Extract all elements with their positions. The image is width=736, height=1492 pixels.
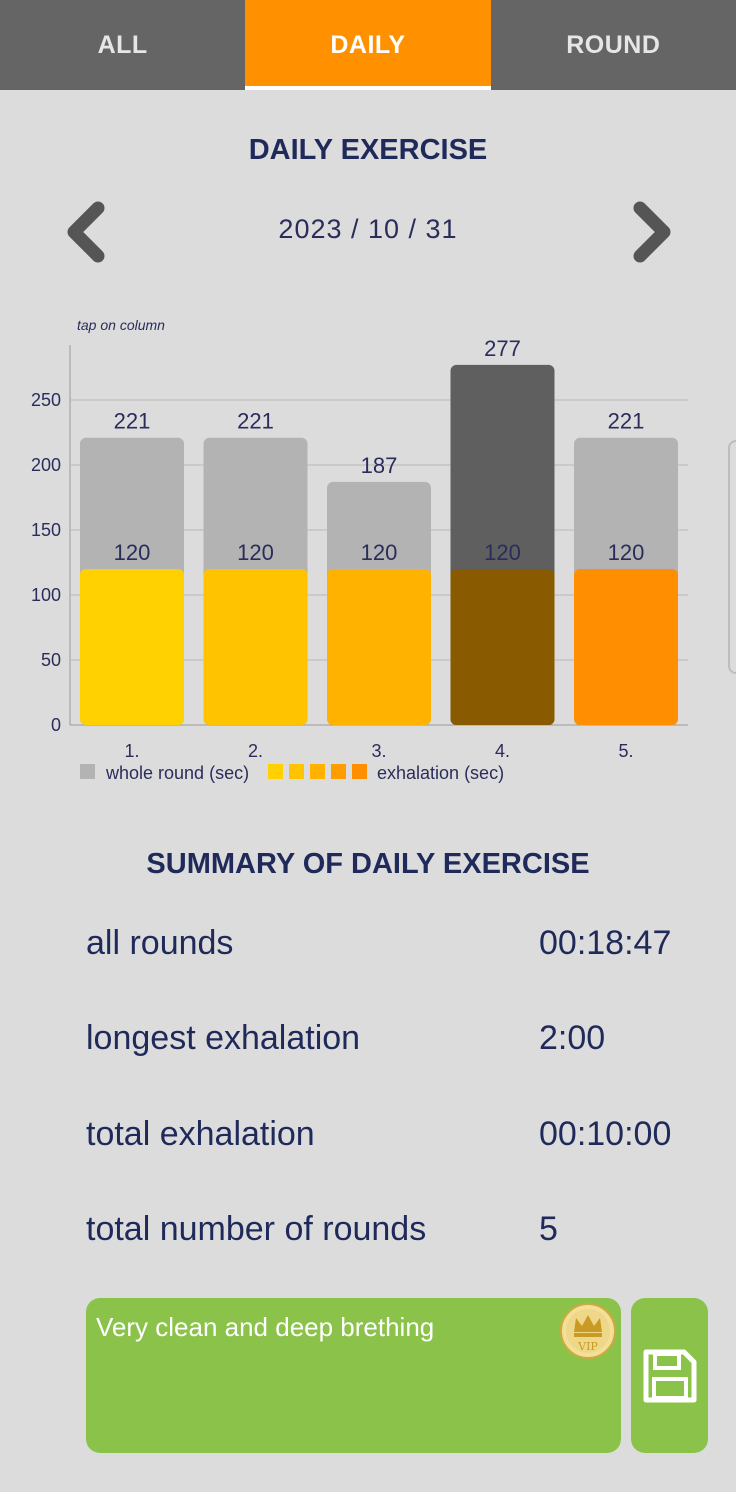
summary-value: 00:18:47 bbox=[539, 924, 672, 962]
chevron-left-icon[interactable] bbox=[62, 200, 110, 264]
data-label: 221 bbox=[608, 409, 645, 434]
page-title: DAILY EXERCISE bbox=[248, 134, 488, 166]
summary-label: total exhalation bbox=[86, 1115, 315, 1153]
date-label: 2023 / 10 / 31 bbox=[278, 214, 458, 244]
bar-exhalation[interactable] bbox=[80, 569, 184, 725]
x-tick-label: 1. bbox=[124, 741, 139, 761]
x-tick-label: 5. bbox=[618, 741, 633, 761]
tab-round[interactable]: ROUND bbox=[566, 30, 661, 59]
note-text: Very clean and deep brething bbox=[96, 1312, 435, 1342]
summary-row: all rounds 00:18:47 bbox=[86, 924, 706, 984]
y-tick-label: 50 bbox=[41, 650, 61, 670]
legend-label: whole round (sec) bbox=[105, 763, 249, 783]
y-tick-label: 200 bbox=[31, 455, 61, 475]
y-tick-label: 150 bbox=[31, 520, 61, 540]
data-label: 221 bbox=[114, 409, 151, 434]
data-label: 120 bbox=[237, 540, 274, 565]
vip-crown-icon[interactable]: VIP bbox=[559, 1302, 617, 1360]
data-label: 187 bbox=[361, 453, 398, 478]
legend-swatch-exhalation bbox=[352, 764, 367, 779]
side-drawer-handle[interactable] bbox=[728, 440, 736, 674]
save-button[interactable] bbox=[631, 1298, 708, 1453]
summary-value: 5 bbox=[539, 1210, 558, 1248]
bar-exhalation[interactable] bbox=[574, 569, 678, 725]
y-tick-label: 100 bbox=[31, 585, 61, 605]
legend-swatch-exhalation bbox=[268, 764, 283, 779]
data-label: 120 bbox=[114, 540, 151, 565]
legend-swatch-exhalation bbox=[331, 764, 346, 779]
x-tick-label: 3. bbox=[371, 741, 386, 761]
data-label: 221 bbox=[237, 409, 274, 434]
chart-hint: tap on column bbox=[77, 317, 165, 333]
summary-row: total exhalation 00:10:00 bbox=[86, 1115, 706, 1175]
tab-all[interactable]: ALL bbox=[97, 30, 148, 59]
summary-title: SUMMARY OF DAILY EXERCISE bbox=[146, 848, 590, 880]
summary-label: longest exhalation bbox=[86, 1019, 361, 1057]
legend-swatch-exhalation bbox=[289, 764, 304, 779]
save-icon bbox=[643, 1349, 697, 1403]
summary-row: total number of rounds 5 bbox=[86, 1210, 706, 1270]
daily-bar-chart: tap on column 0 50 100 150 200 250 221 120 1. 221 1… bbox=[31, 317, 688, 783]
summary-value: 2:00 bbox=[539, 1019, 606, 1057]
chevron-right-icon[interactable] bbox=[628, 200, 676, 264]
data-label: 277 bbox=[484, 336, 521, 361]
summary-label: total number of rounds bbox=[86, 1210, 427, 1248]
tab-bar: ALL DAILY ROUND bbox=[0, 0, 736, 90]
y-tick-label: 0 bbox=[51, 715, 61, 735]
data-label: 120 bbox=[484, 540, 521, 565]
y-tick-label: 250 bbox=[31, 390, 61, 410]
bar-exhalation[interactable] bbox=[450, 569, 555, 725]
data-label: 120 bbox=[361, 540, 398, 565]
legend-swatch-whole bbox=[80, 764, 95, 779]
summary-label: all rounds bbox=[86, 924, 234, 962]
x-tick-label: 2. bbox=[248, 741, 263, 761]
x-tick-label: 4. bbox=[495, 741, 510, 761]
legend-label: exhalation (sec) bbox=[377, 763, 504, 783]
bar-exhalation[interactable] bbox=[203, 569, 308, 725]
data-label: 120 bbox=[608, 540, 645, 565]
note-field[interactable]: Very clean and deep brething bbox=[86, 1298, 621, 1453]
tab-daily[interactable]: DAILY bbox=[245, 0, 491, 90]
bar-exhalation[interactable] bbox=[327, 569, 431, 725]
legend-swatch-exhalation bbox=[310, 764, 325, 779]
summary-value: 00:10:00 bbox=[539, 1115, 672, 1153]
vip-badge-text: VIP bbox=[577, 1340, 598, 1353]
summary-row: longest exhalation 2:00 bbox=[86, 1019, 706, 1079]
